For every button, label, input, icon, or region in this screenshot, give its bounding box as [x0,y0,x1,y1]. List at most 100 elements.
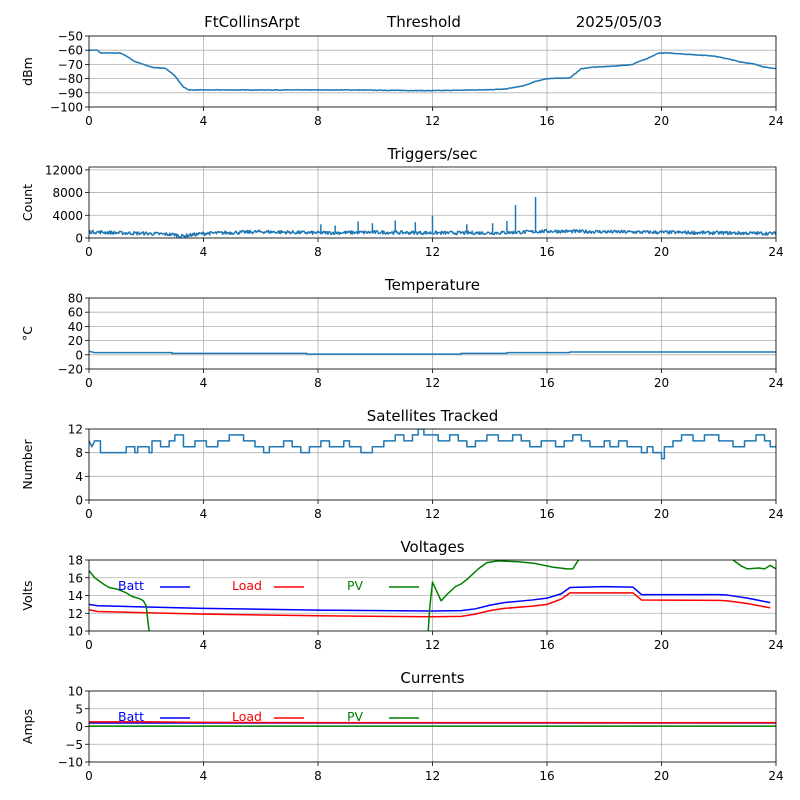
x-tick-label: 8 [314,245,322,259]
x-tick-label: 24 [768,376,783,390]
panel-threshold: dBm 0 4 8 12 16 20 24 −100−90−80−70−60−50 [20,30,784,129]
x-tick-label: 0 [85,245,93,259]
panel-title-temperature: Temperature [384,276,480,294]
x-tick-label: 12 [425,114,440,128]
x-tick-label: 24 [768,245,783,259]
series-line-voltages-load [89,592,771,618]
y-tick-label: −50 [58,30,83,44]
x-tick-label: 24 [768,507,783,521]
panel-triggers: Triggers/sec Count 0 4 8 12 16 20 24 0 4000 8000 120… [20,145,784,259]
x-tick-label: 20 [654,376,669,390]
series-group-satellites [89,429,776,460]
y-tick-label: 60 [68,306,83,320]
panel-title-satellites: Satellites Tracked [367,407,498,425]
series-line-triggers [89,228,776,238]
y-tick-label: −70 [58,58,83,72]
panel-satellites: Satellites Tracked Number 0 4 8 12 16 20 24 0 4 8 12 [20,407,784,521]
y-tick-label: −100 [50,101,83,115]
y-tick-label: 12 [68,423,83,437]
x-tick-label: 12 [425,507,440,521]
axes-frame-triggers [88,166,777,239]
series-group-triggers [89,197,776,238]
panel-title-currents: Currents [400,669,464,687]
y-tick-label: 5 [75,702,83,716]
x-tick-label: 24 [768,769,783,783]
x-tick-label: 0 [85,376,93,390]
axes-frame-threshold [88,35,777,108]
legend-label-batt: Batt [118,709,144,724]
y-axis-label-satellites: Number [20,439,35,490]
x-tick-label: 12 [425,769,440,783]
y-tick-label: 12 [68,607,83,621]
header-station: FtCollinsArpt [204,13,300,31]
axes-frame-currents [88,690,777,763]
y-axis-label-threshold: dBm [20,57,35,86]
x-tick-label: 24 [768,638,783,652]
legend-label-pv: PV [347,578,364,593]
x-tick-label: 4 [200,114,208,128]
y-tick-label: 40 [68,320,83,334]
y-tick-label: 18 [68,554,83,568]
legend-label-load: Load [232,709,262,724]
y-tick-label: 8 [75,446,83,460]
y-tick-label: −90 [58,86,83,100]
x-tick-label: 16 [539,769,554,783]
x-tick-label: 16 [539,114,554,128]
y-tick-label: 0 [75,720,83,734]
panel-currents: Currents Amps 0 4 8 12 16 20 24 −10 −5 0 5 10 Batt Load… [20,669,784,783]
y-tick-label: 0 [75,348,83,362]
series-line-satellites [89,429,776,460]
x-tick-label: 0 [85,769,93,783]
x-tick-label: 12 [425,638,440,652]
x-tick-label: 8 [314,507,322,521]
x-tick-label: 4 [200,507,208,521]
series-line-voltages-pv [427,560,580,631]
y-tick-label: 80 [68,292,83,306]
y-tick-label: 14 [68,589,83,603]
x-tick-label: 0 [85,638,93,652]
y-axis-label-triggers: Count [20,184,35,221]
x-tick-label: 0 [85,507,93,521]
x-tick-label: 20 [654,114,669,128]
x-tick-label: 20 [654,245,669,259]
y-tick-label: 16 [68,571,83,585]
legend-label-pv: PV [347,709,364,724]
series-group-temperature [89,350,776,355]
series-line-voltages-pv [89,570,150,631]
series-group-voltages [89,560,776,631]
series-group-currents [89,721,776,727]
x-tick-label: 4 [200,638,208,652]
x-tick-label: 24 [768,114,783,128]
series-line-voltages-pv [732,560,776,570]
series-group-threshold [89,49,776,92]
header-label: Threshold [386,13,461,31]
x-tick-label: 16 [539,376,554,390]
x-tick-label: 4 [200,376,208,390]
y-axis-label-currents: Amps [20,709,35,744]
y-tick-label: 10 [68,685,83,699]
x-tick-label: 0 [85,114,93,128]
y-tick-label: −60 [58,44,83,58]
axes-frame-temperature [88,297,777,370]
x-tick-label: 16 [539,638,554,652]
x-tick-label: 4 [200,245,208,259]
panel-title-voltages: Voltages [400,538,464,556]
series-line-threshold [89,49,776,92]
y-tick-label: 0 [75,494,83,508]
y-tick-label: −80 [58,72,83,86]
x-tick-label: 12 [425,376,440,390]
x-tick-label: 8 [314,114,322,128]
y-tick-label: −5 [65,738,83,752]
x-tick-label: 8 [314,376,322,390]
x-tick-label: 8 [314,638,322,652]
series-line-currents-load [89,721,776,724]
y-tick-label: 4 [75,470,83,484]
y-axis-label-temperature: °C [20,326,35,341]
y-tick-label: 0 [75,232,83,246]
x-tick-label: 4 [200,769,208,783]
series-line-temperature [89,350,776,355]
panel-voltages: Voltages Volts 0 4 8 12 16 20 24 10 12 14 16 18 Batt Lo… [20,538,784,652]
